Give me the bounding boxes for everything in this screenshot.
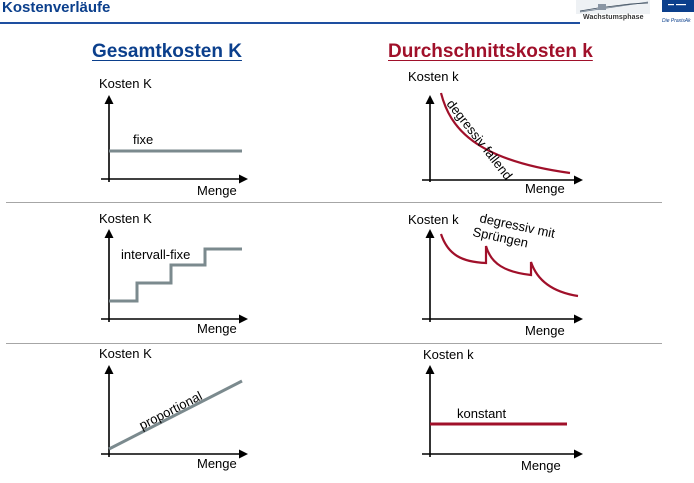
- proportional-line: [108, 379, 243, 451]
- logo-caption: Wachstumsphase: [583, 14, 644, 21]
- y-axis-arrow-icon: [104, 365, 114, 374]
- x-axis-label: Menge: [525, 323, 565, 338]
- y-axis-arrow-icon: [425, 229, 435, 238]
- curve-label: proportional: [137, 388, 205, 433]
- x-axis-arrow-icon: [239, 174, 248, 184]
- x-axis-arrow-icon: [574, 175, 583, 185]
- diagram-interval-total: Kosten K Menge intervall-fixe: [99, 211, 248, 336]
- curve-label: konstant: [457, 406, 507, 421]
- y-axis-arrow-icon: [425, 95, 435, 104]
- row-separator: [6, 202, 662, 203]
- curve-label: intervall-fixe: [121, 247, 190, 262]
- diagram-degressive-average: Kosten k Menge degressiv fallend: [408, 69, 583, 196]
- logo-brand: Die PraxisAk: [662, 18, 691, 24]
- y-axis-label: Kosten k: [408, 69, 459, 84]
- curve-label-group: degressiv mit Sprüngen: [471, 210, 556, 250]
- y-axis-label: Kosten k: [408, 212, 459, 227]
- x-axis-label: Menge: [197, 321, 237, 336]
- y-axis-arrow-icon: [104, 229, 114, 238]
- diagram-proportional-total: Kosten K Menge proportional: [99, 346, 248, 471]
- y-axis-label: Kosten K: [99, 346, 152, 361]
- x-axis-arrow-icon: [574, 449, 583, 459]
- y-axis-label: Kosten k: [423, 347, 474, 362]
- graph-logo-icon: [576, 0, 694, 14]
- diagram-fixed-total: Kosten K Menge fixe: [99, 76, 248, 198]
- x-axis-arrow-icon: [239, 314, 248, 324]
- curve-label: fixe: [133, 132, 153, 147]
- degressive-curve: [439, 92, 571, 175]
- x-axis-arrow-icon: [574, 314, 583, 324]
- x-axis-label: Menge: [521, 458, 561, 473]
- heading-average-costs: Durchschnittskosten k: [388, 41, 593, 62]
- y-axis-arrow-icon: [425, 365, 435, 374]
- step-degressive-curve: [439, 233, 579, 298]
- curve-label: degressiv fallend: [444, 97, 516, 183]
- x-axis-label: Menge: [525, 181, 565, 196]
- row-separator: [6, 343, 662, 344]
- diagram-jumps-average: Kosten k Menge degressiv mit Sprüngen: [408, 210, 583, 338]
- heading-total-costs: Gesamtkosten K: [92, 41, 242, 62]
- slide-title: Kostenverläufe: [2, 0, 111, 16]
- x-axis-label: Menge: [197, 456, 237, 471]
- y-axis-arrow-icon: [104, 95, 114, 104]
- y-axis-label: Kosten K: [99, 76, 152, 91]
- x-axis-label: Menge: [197, 183, 237, 198]
- y-axis-label: Kosten K: [99, 211, 152, 226]
- x-axis-arrow-icon: [239, 449, 248, 459]
- diagram-constant-average: Kosten k Menge konstant: [422, 347, 583, 473]
- step-cost-line: [109, 247, 242, 303]
- title-rule: [0, 22, 580, 24]
